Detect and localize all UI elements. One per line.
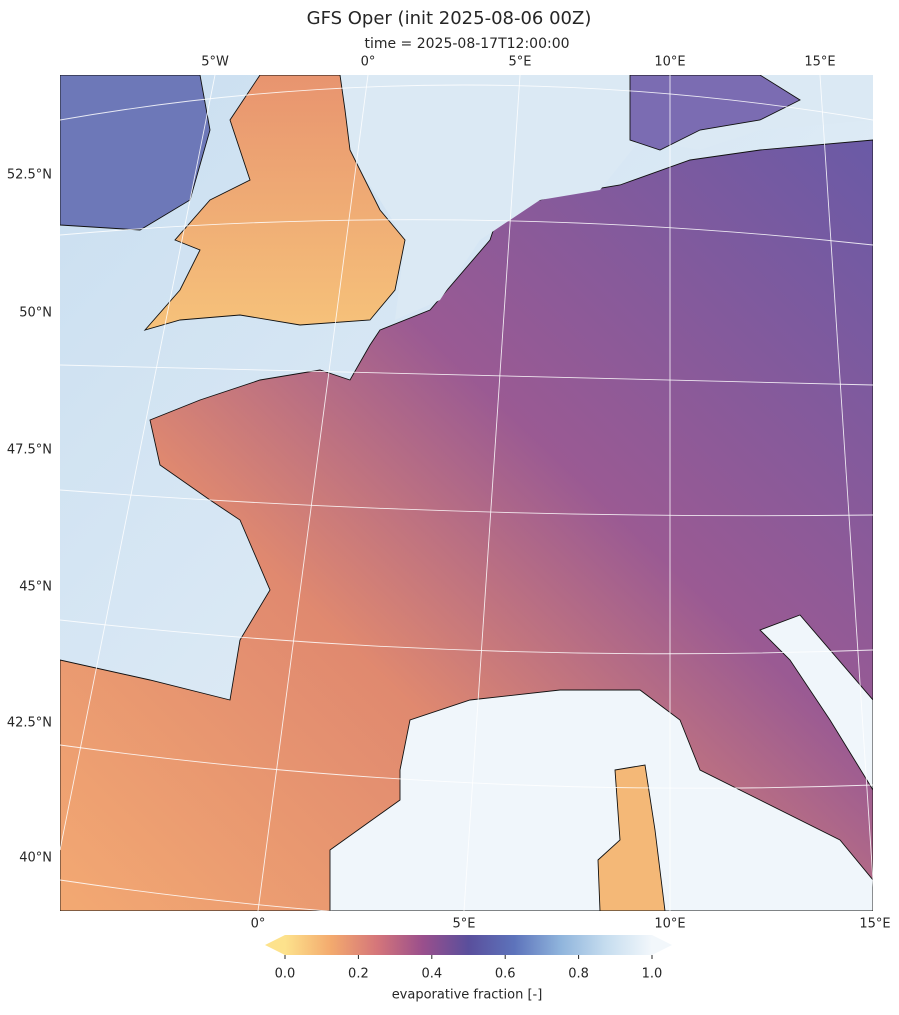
colorbar-tick-label: 0.4: [421, 967, 442, 982]
lat-label: 47.5°N: [7, 443, 52, 458]
lat-label: 50°N: [19, 306, 52, 321]
lon-label-bottom: 15°E: [859, 917, 890, 932]
lon-label-top: 10°E: [654, 55, 685, 70]
lat-label: 45°N: [19, 580, 52, 595]
lon-label-top: 0°: [361, 55, 376, 70]
title: GFS Oper (init 2025-08-06 00Z): [307, 8, 592, 29]
lat-label: 42.5°N: [7, 716, 52, 731]
colorbar: [265, 935, 672, 955]
colorbar-extend-high: [652, 935, 672, 955]
colorbar-tick-label: 0.0: [275, 967, 296, 982]
colorbar-tick-label: 1.0: [642, 967, 663, 982]
subtitle: time = 2025-08-17T12:00:00: [364, 36, 569, 52]
map: [60, 75, 873, 911]
lon-label-bottom: 10°E: [654, 917, 685, 932]
lon-label-top: 15°E: [804, 55, 835, 70]
north-sea: [330, 75, 873, 320]
lat-label: 52.5°N: [7, 168, 52, 183]
colorbar-tick-label: 0.8: [568, 967, 589, 982]
corsica-sardinia: [597, 764, 666, 911]
mediterranean: [329, 689, 873, 911]
lat-label: 40°N: [19, 851, 52, 866]
lon-label-bottom: 0°: [251, 917, 266, 932]
colorbar-tick-label: 0.2: [348, 967, 369, 982]
colorbar-label: evaporative fraction [-]: [392, 988, 543, 1003]
colorbar-extend-low: [265, 935, 285, 955]
lon-label-top: 5°W: [201, 55, 229, 70]
adriatic: [759, 614, 873, 791]
colorbar-body: [285, 935, 652, 955]
lon-label-top: 5°E: [509, 55, 532, 70]
great-britain: [143, 75, 406, 331]
lon-label-bottom: 5°E: [453, 917, 476, 932]
colorbar-tick-label: 0.6: [495, 967, 516, 982]
